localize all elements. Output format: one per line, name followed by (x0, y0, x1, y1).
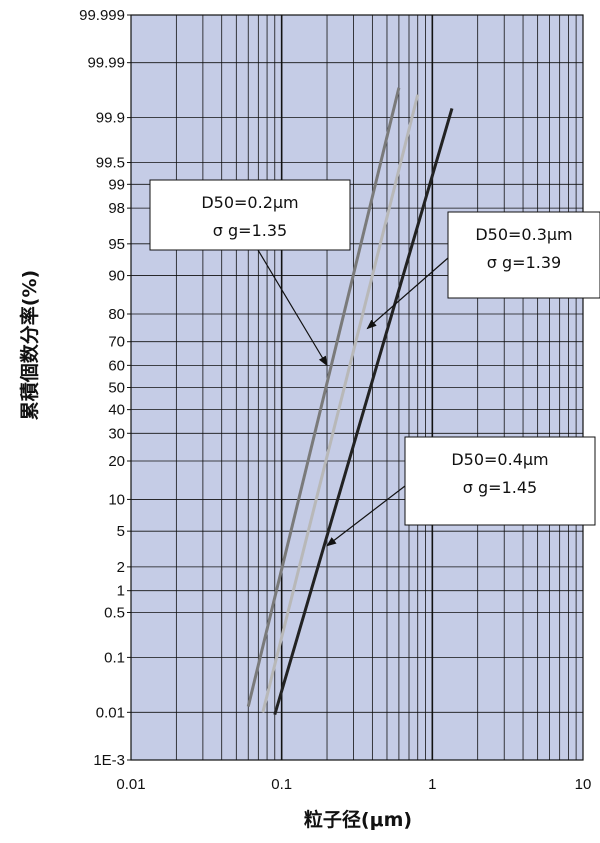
y-tick-label: 2 (117, 559, 125, 576)
y-tick-label: 99.999 (79, 7, 125, 24)
annotation-sigma-label: σ g=1.45 (463, 478, 537, 497)
annotation-box (149, 179, 351, 251)
y-tick-label: 30 (108, 425, 125, 442)
x-tick-label: 1 (428, 776, 436, 793)
y-axis-title: 累積個数分率(%) (18, 270, 41, 420)
annotation-sigma-label: σ g=1.35 (213, 221, 287, 240)
annotation-arrow (366, 257, 449, 330)
y-tick-label: 10 (108, 491, 125, 508)
y-tick-label: 99.99 (87, 55, 125, 72)
y-tick-label: 5 (117, 523, 125, 540)
y-tick-label: 0.01 (96, 704, 125, 721)
annotation-d50-label: D50=0.3μm (475, 225, 572, 244)
annotation-box (404, 436, 596, 526)
y-tick-label: 95 (108, 236, 125, 253)
y-tick-label: 0.1 (104, 649, 125, 666)
annotation-2: D50=0.3μm σ g=1.39 (366, 211, 600, 330)
y-tick-label: 1E-3 (93, 752, 125, 769)
y-tick-label: 99.9 (96, 110, 125, 127)
y-tick-label: 20 (108, 453, 125, 470)
annotation-1: D50=0.2μm σ g=1.35 (149, 179, 351, 367)
annotation-arrow (257, 249, 328, 367)
series-line-1 (246, 87, 401, 707)
y-tick-label: 90 (108, 268, 125, 285)
y-tick-label: 99.5 (96, 155, 125, 172)
annotation-arrow (326, 485, 406, 547)
y-tick-label: 60 (108, 357, 125, 374)
y-tick-label: 1 (117, 583, 125, 600)
x-axis-title: 粒子径(μm) (304, 808, 412, 831)
series-line-2 (261, 94, 420, 713)
annotation-3: D50=0.4μm σ g=1.45 (326, 436, 596, 547)
x-tick-label: 0.1 (271, 776, 292, 793)
annotation-sigma-label: σ g=1.39 (487, 253, 561, 272)
y-tick-label: 70 (108, 334, 125, 351)
y-tick-label: 0.5 (104, 604, 125, 621)
y-tick-label: 40 (108, 402, 125, 419)
x-tick-label: 10 (575, 776, 592, 793)
series-layer (246, 87, 454, 716)
y-tick-label: 50 (108, 380, 125, 397)
annotation-d50-label: D50=0.4μm (451, 450, 548, 469)
annotation-box (447, 211, 600, 299)
tick-labels: 1E-3 0.01 0.1 0.5 1 2 5 10 20 30 40 50 60 70 80 90 95 98 9… (79, 7, 591, 793)
y-tick-label: 99 (108, 176, 125, 193)
x-tick-label: 0.01 (116, 776, 145, 793)
annotation-d50-label: D50=0.2μm (201, 193, 298, 212)
series-line-3 (273, 108, 454, 716)
y-tick-label: 80 (108, 306, 125, 323)
y-tick-label: 98 (108, 200, 125, 217)
